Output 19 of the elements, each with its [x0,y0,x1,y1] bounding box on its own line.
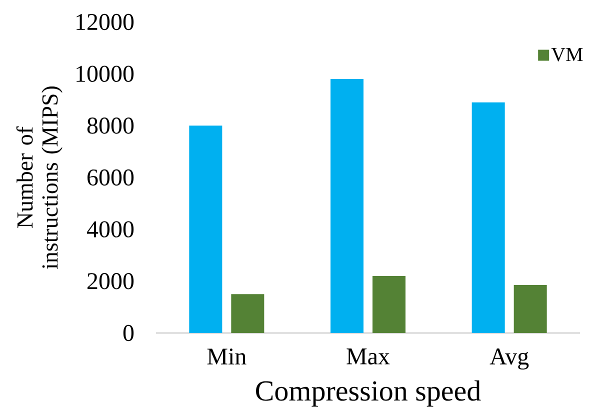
y-tick-label: 0 [123,324,134,342]
y-tick-label: 8000 [87,118,134,134]
y-tick-label: 6000 [88,169,134,186]
x-tick-label: Min [207,348,246,364]
y-tick-label: 10000 [76,66,134,82]
bar [472,102,505,333]
legend-label: VM [551,48,583,62]
y-tick-label: 2000 [88,273,134,290]
x-tick-label: Avg [490,348,529,370]
bar [189,126,222,333]
bar [514,285,547,333]
bar [330,79,364,333]
y-tick-label: 12000 [76,14,134,30]
x-axis-title: Compression speed [256,380,481,407]
bar [372,276,406,333]
x-tick-label: Max [346,348,390,364]
bar [231,294,264,333]
y-axis-title: Number of instructions (MIPS) [16,86,62,270]
y-tick-label: 4000 [86,221,134,238]
